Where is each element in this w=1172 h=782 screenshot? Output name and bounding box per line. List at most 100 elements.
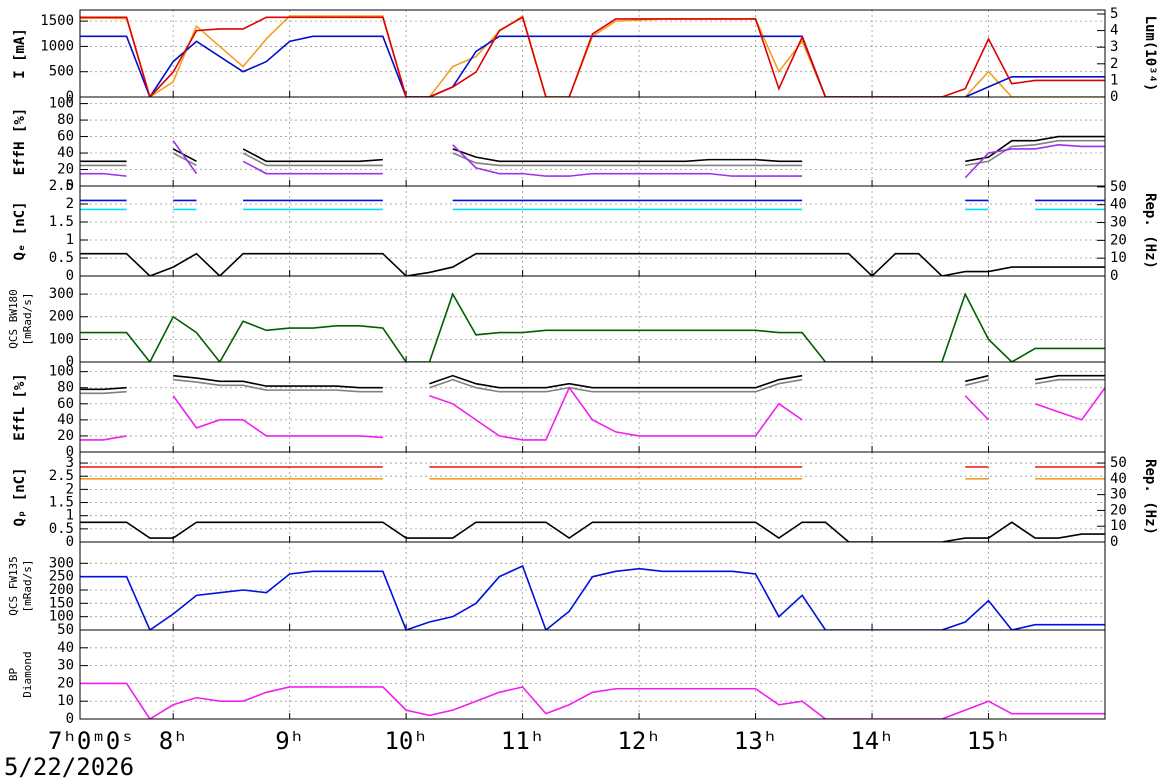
y2-axis-label: Lum(10³⁴) — [1142, 16, 1158, 92]
y-tick-label: 2 — [66, 196, 74, 212]
y-axis-label: Qₑ [nC] — [12, 201, 28, 260]
series-line — [1034, 374, 1105, 381]
x-tick-label: 9ʰ — [275, 727, 304, 755]
series-line — [80, 521, 1105, 542]
y-tick-label: 0 — [66, 444, 74, 460]
series-line — [173, 374, 383, 389]
y-tick-label: 80 — [57, 380, 74, 396]
series-line — [172, 152, 197, 167]
series-line — [1034, 387, 1105, 421]
series-group — [80, 682, 1105, 719]
y-tick-label: 100 — [49, 331, 74, 347]
series-line — [452, 152, 803, 167]
x-tick-label: 13ʰ — [734, 727, 777, 755]
series-line — [80, 172, 127, 177]
y2-tick-label: 30 — [1110, 487, 1127, 503]
y-tick-label: 2.5 — [49, 468, 74, 484]
panel-frame — [79, 275, 1106, 363]
y2-tick-label: 3 — [1110, 39, 1118, 55]
panel-frame — [79, 96, 1106, 187]
series-line — [452, 148, 803, 163]
series-line — [80, 390, 127, 395]
y-tick-label: 20 — [57, 162, 74, 178]
y-tick-label: 60 — [57, 396, 74, 412]
y-tick-label: 40 — [57, 145, 74, 161]
y-tick-label: 3 — [66, 455, 74, 471]
series-line — [965, 135, 1105, 163]
panel-frame — [79, 9, 1106, 98]
series-group — [80, 135, 1105, 179]
series-line — [452, 144, 803, 177]
y-axis-label: EffL [%] — [12, 373, 28, 440]
series-line — [965, 139, 1105, 167]
y-axis-label: Diamond — [21, 651, 34, 697]
y-tick-label: 1.5 — [49, 214, 74, 230]
series-line — [1034, 378, 1105, 385]
y-tick-label: 500 — [49, 64, 74, 80]
y2-tick-label: 5 — [1110, 6, 1118, 22]
series-line — [80, 35, 1105, 97]
y-tick-label: 200 — [49, 309, 74, 325]
series-line — [965, 374, 989, 383]
y-tick-label: 0 — [66, 178, 74, 194]
series-group — [80, 374, 1105, 441]
y-tick-label: 1 — [66, 232, 74, 248]
y-axis-label: EffH [%] — [12, 108, 28, 175]
series-line — [80, 435, 127, 441]
y-tick-label: 100 — [49, 96, 74, 112]
series-line — [172, 140, 198, 175]
x-tick-label: 7ʰ0ᵐ0ˢ — [48, 727, 135, 755]
x-tick-label: 8ʰ — [159, 727, 188, 755]
y-tick-label: 10 — [57, 693, 74, 709]
series-line — [173, 378, 383, 393]
y-tick-label: 80 — [57, 112, 74, 128]
y2-axis-label: Rep. (Hz) — [1142, 193, 1158, 269]
y-tick-label: 2 — [66, 481, 74, 497]
y-tick-label: 0 — [66, 89, 74, 105]
series-line — [80, 292, 1105, 362]
x-tick-label: 10ʰ — [384, 727, 427, 755]
date-label: 5/22/2026 — [4, 753, 134, 781]
x-tick-label: 14ʰ — [850, 727, 893, 755]
y2-tick-label: 50 — [1110, 179, 1127, 195]
y2-axis-label: Rep. (Hz) — [1142, 459, 1158, 535]
series-group — [80, 292, 1105, 362]
y2-tick-label: 40 — [1110, 197, 1127, 213]
x-tick-label: 12ʰ — [617, 727, 660, 755]
series-line — [242, 152, 383, 167]
y2-tick-label: 0 — [1110, 89, 1118, 105]
y-tick-label: 20 — [57, 428, 74, 444]
y-tick-label: 0 — [66, 534, 74, 550]
y-tick-label: 1500 — [40, 13, 74, 29]
y-tick-label: 20 — [57, 675, 74, 691]
y2-tick-label: 2 — [1110, 56, 1118, 72]
y-tick-label: 60 — [57, 129, 74, 145]
series-group — [80, 466, 1105, 542]
series-line — [80, 386, 127, 391]
series-line — [242, 160, 383, 175]
panel-frame — [79, 629, 1106, 720]
y2-tick-label: 0 — [1110, 534, 1118, 550]
y-tick-label: 2.5 — [49, 178, 74, 194]
series-line — [172, 395, 383, 439]
y-axis-label: I [mA] — [12, 28, 28, 79]
y2-tick-label: 30 — [1110, 215, 1127, 231]
y-tick-label: 100 — [49, 364, 74, 380]
x-tick-label: 15ʰ — [967, 727, 1010, 755]
series-group — [80, 14, 1105, 97]
y-tick-label: 40 — [57, 412, 74, 428]
y-tick-label: 200 — [49, 582, 74, 598]
series-line — [242, 148, 383, 163]
series-line — [429, 378, 803, 393]
y2-tick-label: 1 — [1110, 72, 1118, 88]
series-line — [80, 16, 1105, 97]
y-axis-label: [mRad/s] — [21, 560, 34, 613]
y-axis-label: QCS BW180 — [7, 289, 20, 349]
series-line — [172, 148, 197, 162]
y-tick-label: 1000 — [40, 38, 74, 54]
series-line — [429, 374, 803, 389]
y-tick-label: 150 — [49, 595, 74, 611]
series-line — [964, 143, 1105, 179]
y2-tick-label: 40 — [1110, 471, 1127, 487]
